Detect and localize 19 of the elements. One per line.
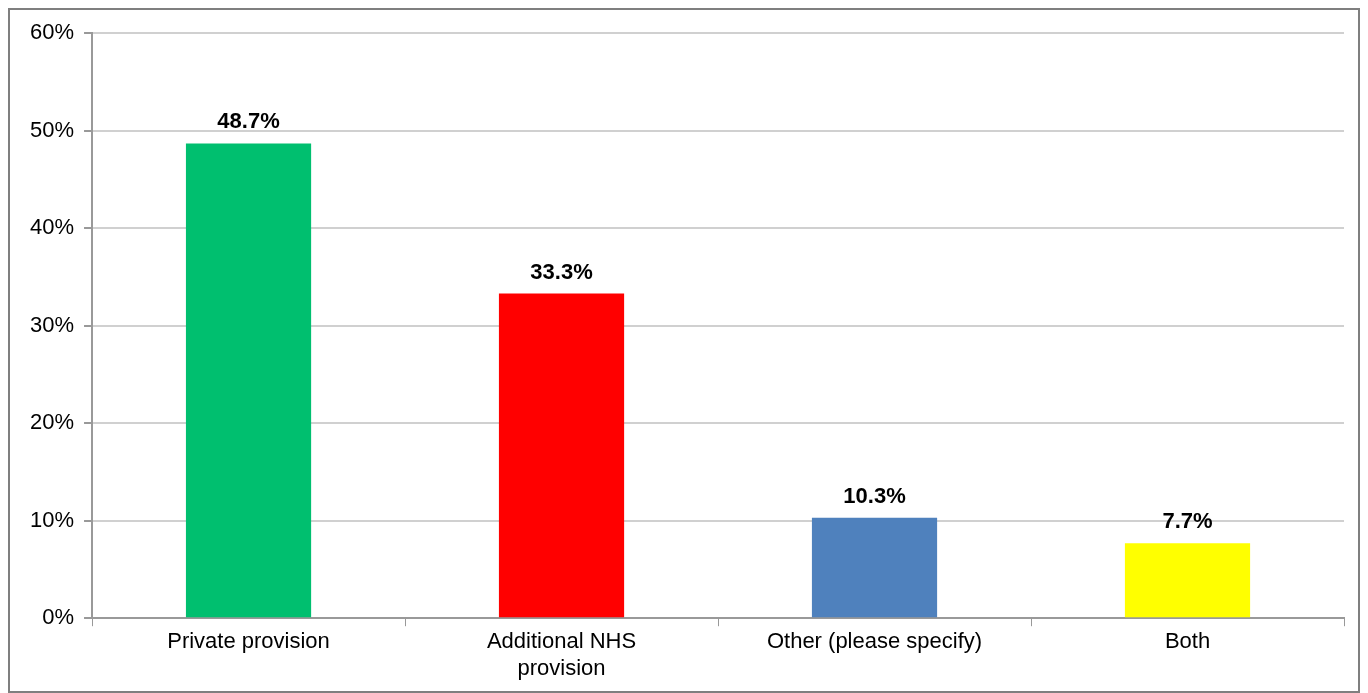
data-label: 33.3% xyxy=(530,258,593,284)
data-label: 10.3% xyxy=(843,482,906,508)
y-tick-label: 40% xyxy=(29,214,75,240)
y-tick-label: 50% xyxy=(29,116,75,142)
y-tick-label: 20% xyxy=(29,409,75,435)
data-label: 48.7% xyxy=(217,108,280,134)
bar xyxy=(1124,543,1251,618)
bar xyxy=(498,293,625,618)
y-tick-label: 10% xyxy=(29,506,75,532)
bar xyxy=(811,517,938,618)
x-tick-label: Both xyxy=(1164,628,1211,654)
y-tick-label: 30% xyxy=(29,311,75,337)
x-tick-label: Additional NHS provision xyxy=(486,628,637,680)
y-tick-label: 60% xyxy=(29,19,75,45)
data-label: 7.7% xyxy=(1162,508,1213,534)
y-tick-label: 0% xyxy=(42,604,75,630)
x-tick-label: Private provision xyxy=(167,628,330,654)
bar xyxy=(185,143,312,618)
x-tick-label: Other (please specify) xyxy=(766,628,983,654)
